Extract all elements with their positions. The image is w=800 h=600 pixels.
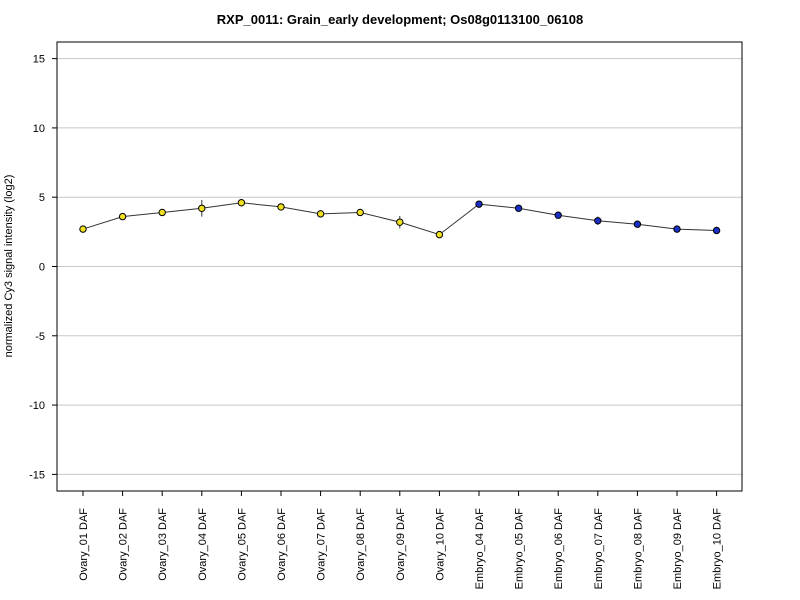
data-point	[118, 212, 127, 221]
x-axis: Ovary_01 DAF Ovary_02 DAF Ovary_03 DAF Ovar…	[78, 491, 724, 589]
data-point	[316, 210, 325, 218]
data-point	[633, 220, 642, 228]
y-tick-label: 15	[33, 54, 45, 66]
data-point	[198, 204, 206, 212]
x-tick-label: Ovary_03 DAF	[157, 508, 169, 581]
y-tick-label: 0	[39, 262, 45, 274]
x-tick-label: Ovary_06 DAF	[276, 508, 288, 581]
data-point	[514, 204, 523, 212]
x-tick-label: Ovary_07 DAF	[316, 508, 328, 581]
series-layer	[79, 199, 721, 239]
chart-title: RXP_0011: Grain_early development; Os08g…	[216, 12, 584, 27]
y-tick-label: -5	[35, 331, 45, 343]
x-tick-label: Embryo_04 DAF	[474, 508, 486, 590]
data-point	[475, 200, 483, 208]
y-axis: 15 10 5 0 -5 -10 -15	[29, 54, 57, 481]
x-tick-label: Embryo_05 DAF	[514, 508, 526, 590]
data-point	[396, 218, 404, 226]
x-tick-label: Ovary_10 DAF	[434, 508, 446, 581]
x-tick-label: Embryo_07 DAF	[593, 508, 605, 590]
grid-layer	[57, 58, 742, 475]
x-tick-label: Embryo_10 DAF	[712, 508, 724, 590]
data-point	[712, 226, 721, 235]
x-tick-label: Ovary_08 DAF	[355, 508, 367, 581]
x-tick-label: Ovary_09 DAF	[395, 508, 407, 581]
data-point	[158, 208, 166, 217]
data-point	[594, 217, 602, 225]
data-point	[554, 211, 562, 219]
y-tick-label: -15	[29, 469, 45, 481]
x-tick-label: Embryo_08 DAF	[632, 508, 644, 590]
data-point	[79, 225, 87, 233]
y-tick-label: 5	[39, 192, 45, 204]
data-point	[435, 230, 444, 239]
data-point	[356, 208, 364, 217]
x-tick-label: Embryo_09 DAF	[672, 508, 684, 590]
data-point	[237, 199, 246, 207]
y-axis-label: normalized Cy3 signal intensity (log2)	[3, 175, 15, 358]
y-tick-label: -10	[29, 400, 45, 412]
x-tick-label: Embryo_06 DAF	[553, 508, 565, 590]
y-tick-label: 10	[33, 123, 45, 135]
data-point	[673, 225, 681, 233]
x-tick-label: Ovary_05 DAF	[236, 508, 248, 581]
x-tick-label: Ovary_04 DAF	[197, 508, 209, 581]
data-point	[277, 203, 285, 211]
x-tick-label: Ovary_02 DAF	[118, 508, 130, 581]
x-tick-label: Ovary_01 DAF	[78, 508, 90, 581]
